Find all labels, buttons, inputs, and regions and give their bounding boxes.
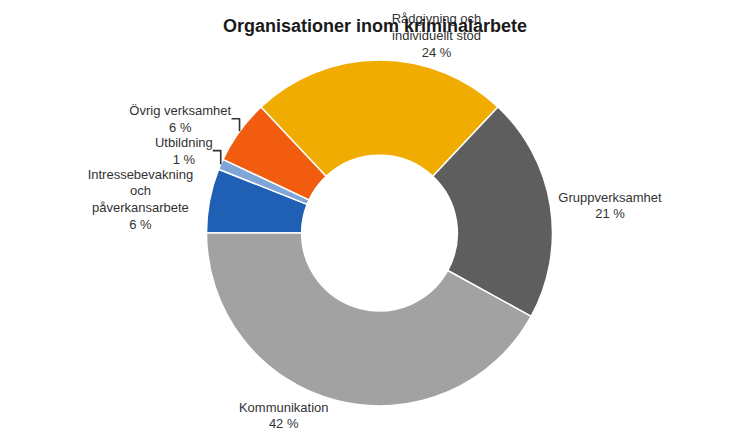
svg-text:Kommunikation42 %: Kommunikation42 % <box>239 400 329 432</box>
svg-text:Rådgivning ochindividuellt stö: Rådgivning ochindividuellt stöd24 % <box>392 11 482 60</box>
svg-text:Organisationer inom kriminalar: Organisationer inom kriminalarbete <box>223 16 527 36</box>
svg-text:Gruppverksamhet21 %: Gruppverksamhet21 % <box>558 190 662 222</box>
svg-text:Intressebevakningochpåverkansa: Intressebevakningochpåverkansarbete6 % <box>88 167 194 233</box>
svg-text:Övrig verksamhet6 %: Övrig verksamhet6 % <box>129 103 231 135</box>
svg-text:Utbildning1 %: Utbildning1 % <box>155 135 213 167</box>
